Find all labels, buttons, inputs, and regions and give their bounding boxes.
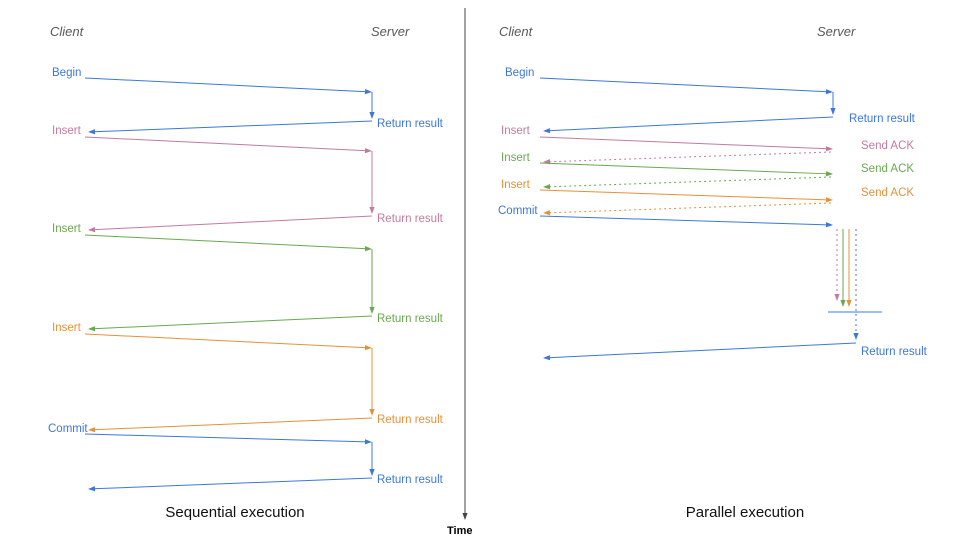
par-begin-process [830,92,836,115]
par-commit-exec [853,229,859,340]
seq-insert2-request [84,234,372,252]
caption-sequential-execution: Sequential execution [165,504,305,521]
seq-insert2-process [369,249,375,314]
par-insert1-ack [543,151,832,165]
par-label-ack-1: Send ACK [861,140,914,152]
seq-insert2-return [88,315,373,332]
caption-parallel-execution: Parallel execution [685,504,805,521]
par-insert2-request [539,162,833,177]
par-insert2-ack [543,176,832,190]
par-label-begin: Begin [505,67,534,79]
seq-begin-request [84,77,372,95]
time-axis [462,8,468,520]
par-label-ack-3: Send ACK [861,187,914,199]
par-label-ack-2: Send ACK [861,163,914,175]
par-label-insert-2: Insert [501,152,531,164]
seq-begin-process [369,92,375,119]
par-insert3-exec [846,229,852,307]
par-begin-request [539,77,833,95]
par-commit-request [539,215,833,228]
seq-insert1-process [369,151,375,214]
par-commit-return [543,342,857,361]
server-lifeline-label-parallel: Server [817,24,856,39]
par-insert2-exec [840,229,846,307]
time-axis-label: Time [447,525,473,537]
par-label-return-1: Return result [849,113,916,125]
par-label-insert-3: Insert [501,179,531,191]
par-label-return-2: Return result [861,346,928,358]
par-insert1-exec [834,229,840,301]
seq-label-insert-3: Insert [52,322,82,334]
client-lifeline-label-sequential: Client [50,24,84,39]
seq-insert3-process [369,348,375,416]
seq-label-return-2: Return result [377,213,444,225]
par-label-insert-1: Insert [501,125,531,137]
seq-label-return-4: Return result [377,414,444,426]
seq-label-commit: Commit [48,423,88,435]
seq-label-insert-2: Insert [52,223,82,235]
seq-commit-process [369,442,375,476]
par-insert1-request [539,136,833,152]
seq-label-return-5: Return result [377,474,444,486]
client-lifeline-label-parallel: Client [499,24,533,39]
server-lifeline-label-sequential: Server [371,24,410,39]
par-begin-return [543,116,834,134]
seq-insert3-return [88,417,373,433]
par-label-commit: Commit [498,205,538,217]
seq-commit-return [88,477,373,492]
seq-begin-return [88,120,373,135]
seq-label-insert-1: Insert [52,125,82,137]
seq-label-return-1: Return result [377,118,444,130]
seq-insert3-request [84,333,372,351]
seq-label-begin: Begin [52,67,81,79]
seq-insert1-return [88,215,373,233]
par-insert3-request [539,189,833,203]
seq-commit-request [84,433,372,445]
seq-insert1-request [84,136,372,154]
par-insert3-ack [543,202,832,216]
seq-label-return-3: Return result [377,313,444,325]
